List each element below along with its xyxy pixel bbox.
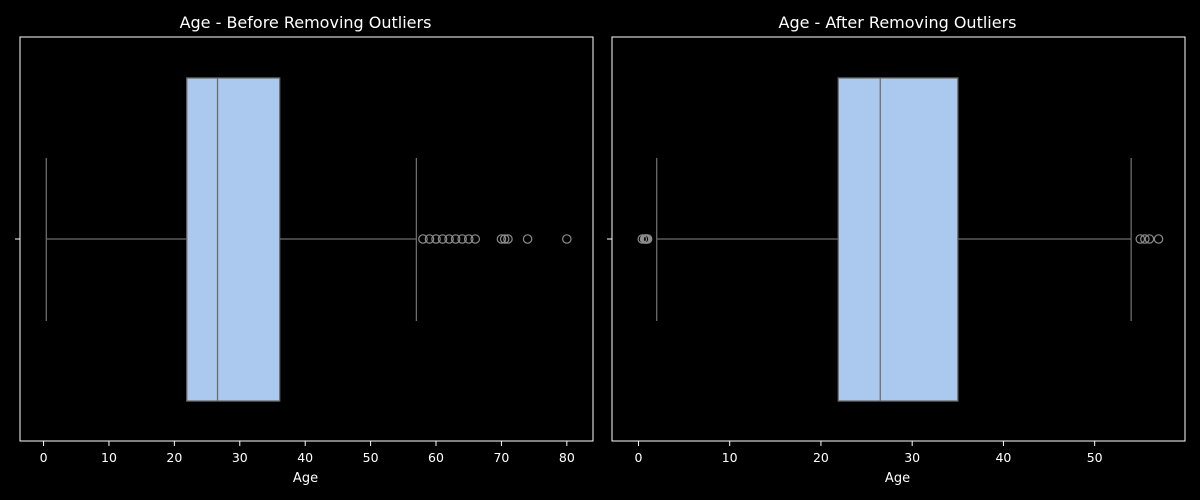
outlier-point	[499, 234, 510, 244]
outlier-point	[444, 234, 454, 244]
x-tick-label: 50	[363, 450, 379, 465]
outlier-point	[463, 234, 474, 244]
x-tick-label: 0	[40, 450, 48, 465]
outlier-point	[1144, 234, 1155, 244]
x-tick-label: 10	[101, 450, 117, 465]
x-tick-label: 20	[166, 450, 182, 465]
outlier-point	[424, 234, 435, 244]
iqr-box	[186, 77, 281, 402]
x-tick-label: 80	[559, 450, 575, 465]
plot-area: 0 10 20 30 40 50 60 70 80	[15, 36, 594, 465]
chart-panel-after: Age - After Removing Outliers 0 10 20 30 40 5…	[607, 13, 1186, 486]
outlier-point	[1140, 234, 1150, 244]
x-axis-label: Age	[885, 471, 910, 486]
iqr-box	[837, 77, 959, 402]
chart-title: Age - After Removing Outliers	[779, 13, 1017, 32]
chart-title: Age - Before Removing Outliers	[180, 13, 432, 32]
outlier-point	[1153, 234, 1164, 244]
x-tick-label: 60	[428, 450, 444, 465]
x-axis-label: Age	[293, 471, 318, 486]
outlier-point	[450, 234, 461, 244]
x-tick-label: 40	[297, 450, 313, 465]
plot-area: 0 10 20 30 40 50	[607, 36, 1186, 465]
outlier-point	[431, 234, 441, 244]
outlier-point	[457, 234, 467, 244]
outlier-point	[470, 234, 481, 244]
x-tick-label: 0	[634, 450, 642, 465]
outlier-point	[496, 234, 507, 244]
outlier-point	[1135, 234, 1146, 244]
outlier-point	[437, 234, 448, 244]
x-tick-label: 20	[813, 450, 829, 465]
x-tick-label: 10	[722, 450, 738, 465]
outlier-point	[642, 234, 653, 244]
chart-panel-before: Age - Before Removing Outliers 0 10 20 30 40…	[15, 13, 594, 486]
outlier-point	[418, 234, 428, 244]
x-tick-label: 30	[904, 450, 920, 465]
x-tick-label: 40	[995, 450, 1011, 465]
outlier-point	[522, 234, 533, 244]
outlier-point	[562, 234, 572, 244]
x-tick-label: 30	[232, 450, 248, 465]
x-tick-label: 70	[493, 450, 509, 465]
x-tick-label: 50	[1087, 450, 1103, 465]
outlier-point	[503, 234, 513, 244]
